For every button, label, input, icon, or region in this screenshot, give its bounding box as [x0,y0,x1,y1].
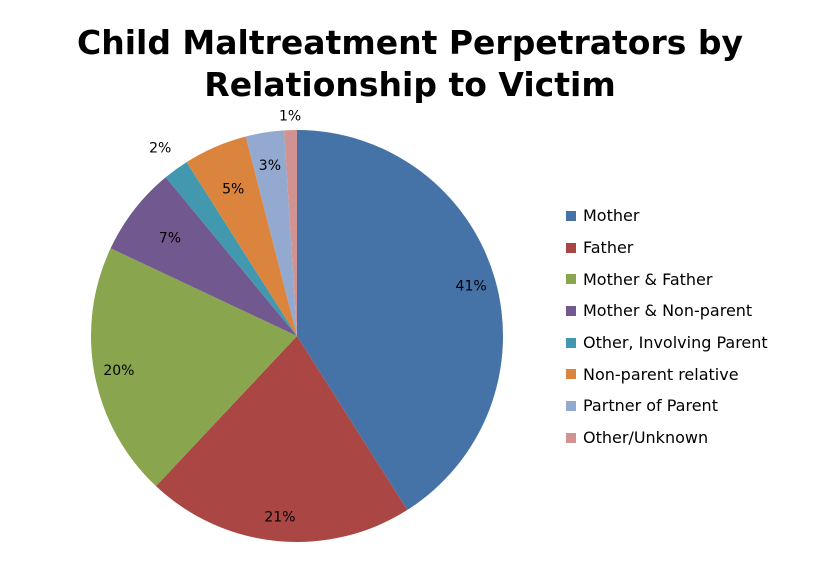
legend-label: Partner of Parent [583,396,718,416]
data-label-other-unknown: 1% [279,109,301,125]
data-label-mother: 41% [456,278,487,294]
legend-swatch [566,369,576,380]
legend-swatch [566,210,576,221]
pie-slice-other-involving-parent [165,162,297,336]
data-label-father: 21% [264,510,295,526]
legend-label: Father [583,238,634,258]
legend-label: Other, Involving Parent [583,333,768,353]
pie-slice-partner-of-parent [245,130,297,336]
legend-item: Non-parent relative [566,358,768,390]
chart-legend: Mother Father Mother & Father Mother & Non-… [566,200,768,454]
legend-label: Non-parent relative [583,364,739,384]
pie-slice-mother-non-parent [110,177,297,336]
data-label-non-parent-relative: 5% [222,182,244,198]
legend-item: Mother & Father [566,263,768,295]
legend-item: Mother & Non-parent [566,295,768,327]
pie-slice-father [155,336,408,543]
legend-label: Mother & Non-parent [583,301,753,321]
legend-label: Mother [583,206,640,226]
pie-slice-mother-father [91,248,297,487]
legend-swatch [566,337,576,348]
legend-label: Mother & Father [583,269,713,289]
chart-title-line-1: Child Maltreatment Perpetrators by [76,23,743,62]
pie-slice-mother [297,130,503,510]
legend-swatch [566,432,576,443]
legend-swatch [566,274,576,285]
chart-title-line-2: Relationship to Victim [204,65,616,104]
pie-slice-non-parent-relative [186,136,297,336]
legend-item: Other, Involving Parent [566,327,768,359]
chart-title: Child Maltreatment Perpetrators by Relat… [60,22,760,106]
data-label-other-involving-parent: 2% [149,141,171,157]
data-label-partner-of-parent: 3% [259,158,281,174]
legend-swatch [566,305,576,316]
legend-item: Partner of Parent [566,390,768,422]
legend-item: Father [566,232,768,264]
data-label-mother-father: 20% [103,363,134,379]
data-label-mother-non-parent: 7% [159,231,181,247]
pie-slice-other-unknown [284,130,297,336]
legend-item: Other/Unknown [566,422,768,454]
legend-item: Mother [566,200,768,232]
legend-swatch [566,242,576,253]
legend-swatch [566,400,576,411]
legend-label: Other/Unknown [583,428,709,448]
